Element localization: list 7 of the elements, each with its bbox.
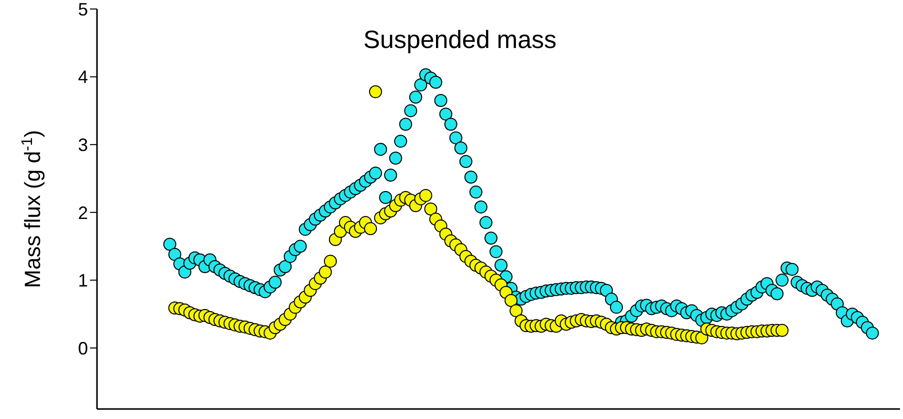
y-tick-label: 4 (78, 67, 88, 88)
y-tick-label: 1 (78, 270, 88, 291)
y-tick-label: 5 (78, 0, 88, 20)
y-tick-label: 0 (78, 338, 88, 358)
text: Suspended mass (363, 26, 557, 54)
y-tick-label: 3 (78, 134, 88, 155)
y-tick-label: 2 (78, 202, 88, 223)
